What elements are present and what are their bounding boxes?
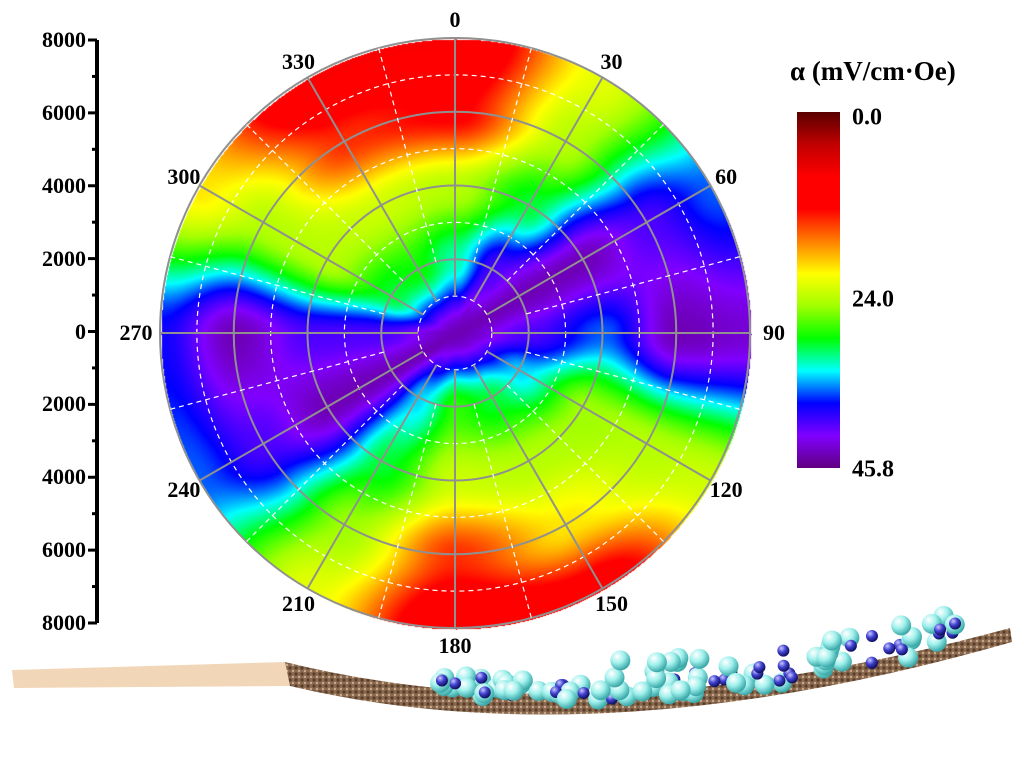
angular-tick-label: 60	[715, 163, 738, 189]
grid-spoke	[306, 364, 438, 589]
blue-particle	[435, 674, 448, 687]
angular-tick-label: 270	[119, 320, 153, 345]
cyan-particle	[816, 647, 837, 668]
blue-particle	[478, 686, 491, 699]
colorbar-tick-min: 0.0	[852, 104, 882, 131]
radial-tick-label: 2000	[42, 245, 86, 271]
blue-particle	[949, 617, 962, 630]
blue-particle	[865, 630, 878, 643]
blue-particle	[895, 643, 908, 656]
minor-grid-spoke	[526, 351, 741, 410]
angular-tick-label: 240	[167, 476, 201, 502]
angular-tick-label: 330	[282, 48, 315, 74]
cyan-particle	[590, 680, 611, 701]
angular-tick-label: 120	[709, 476, 743, 502]
blue-particle	[449, 677, 462, 690]
blue-particle	[577, 686, 590, 699]
blue-particle	[777, 659, 790, 672]
cyan-particle	[670, 680, 691, 701]
radial-tick-label: 6000	[42, 537, 86, 563]
cyan-particle	[604, 667, 625, 688]
blue-particle	[934, 623, 947, 636]
radial-tick-label: 8000	[42, 610, 86, 635]
colorbar-tick-max: 45.8	[852, 456, 894, 483]
minor-grid-spoke	[473, 404, 532, 619]
radial-tick-label: 4000	[42, 464, 86, 490]
angular-tick-label: 90	[763, 320, 785, 345]
blue-particle	[753, 661, 766, 674]
minor-grid-spoke	[169, 351, 384, 410]
angular-tick-label: 0	[449, 7, 461, 32]
particles	[430, 605, 965, 710]
minor-grid-spoke	[245, 384, 404, 543]
grid-spoke	[472, 364, 604, 589]
minor-grid-spoke	[473, 47, 532, 262]
angular-tick-label: 150	[595, 591, 628, 617]
cyan-particle	[754, 674, 775, 695]
colorbar-tick-mid: 24.0	[852, 286, 894, 313]
cyan-particle	[632, 681, 653, 702]
minor-grid-spoke	[378, 47, 437, 262]
blue-particle	[773, 674, 786, 687]
cyan-particle	[689, 648, 710, 669]
grid-spoke	[472, 77, 604, 302]
angular-tick-label: 30	[600, 48, 623, 74]
radial-tick-label: 0	[75, 318, 86, 344]
colorbar-title: α (mV/cm·Oe)	[790, 56, 956, 86]
blue-particle	[708, 675, 721, 688]
minor-grid-spoke	[245, 123, 404, 282]
angular-tick-label: 210	[282, 591, 315, 617]
grid-spoke	[306, 77, 438, 302]
cyan-particle	[822, 630, 843, 651]
cyan-particle	[646, 668, 667, 689]
cyan-particle	[718, 656, 739, 677]
grid-spoke	[199, 350, 424, 482]
substrate-illustration	[12, 605, 1012, 715]
cyan-particle	[891, 615, 912, 636]
angular-tick-label: 180	[438, 633, 472, 658]
cyan-particle	[660, 651, 681, 672]
minor-grid-spoke	[526, 256, 741, 315]
minor-grid-spoke	[169, 256, 384, 315]
minor-grid-circle	[417, 295, 493, 371]
radial-tick-label: 4000	[42, 172, 86, 198]
blue-particle	[844, 639, 857, 652]
angular-tick-label: 300	[167, 163, 201, 189]
colorbar	[797, 112, 840, 468]
minor-grid-spoke	[378, 404, 437, 619]
grid-spoke	[199, 184, 424, 316]
cyan-particle	[556, 688, 577, 709]
substrate-flat-part	[12, 662, 290, 688]
radial-tick-label: 2000	[42, 391, 86, 417]
cyan-particle	[610, 650, 631, 671]
cyan-particle	[726, 672, 747, 693]
grid-spoke	[486, 350, 711, 482]
grid-spoke	[486, 184, 711, 316]
minor-grid-spoke	[506, 123, 665, 282]
blue-particle	[777, 644, 790, 657]
blue-particle	[883, 642, 896, 655]
cyan-particle	[456, 677, 477, 698]
blue-particle	[475, 671, 488, 684]
cyan-particle	[503, 680, 524, 701]
minor-grid-spoke	[506, 384, 665, 543]
cyan-particle	[646, 652, 667, 673]
radial-tick-label: 6000	[42, 99, 86, 125]
blue-particle	[785, 671, 798, 684]
radial-tick-label: 8000	[42, 27, 86, 52]
blue-particle	[865, 656, 878, 669]
cyan-particle	[685, 676, 706, 697]
